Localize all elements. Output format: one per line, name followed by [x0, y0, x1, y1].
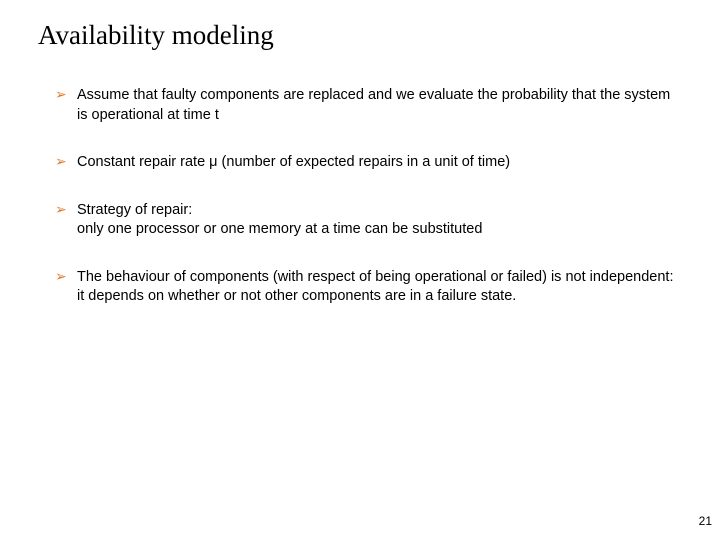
list-item: ➢ The behaviour of components (with resp… — [55, 268, 680, 307]
slide-title: Availability modeling — [38, 20, 274, 51]
bullet-text: Assume that faulty components are replac… — [77, 87, 670, 123]
bullet-text: The behaviour of components (with respec… — [77, 269, 673, 305]
list-item: ➢ Assume that faulty components are repl… — [55, 86, 680, 125]
chevron-right-icon: ➢ — [55, 87, 67, 101]
chevron-right-icon: ➢ — [55, 154, 67, 168]
list-item: ➢ Strategy of repair: only one processor… — [55, 201, 680, 240]
chevron-right-icon: ➢ — [55, 202, 67, 216]
page-number: 21 — [699, 514, 712, 528]
slide: Availability modeling ➢ Assume that faul… — [0, 0, 720, 540]
bullet-list: ➢ Assume that faulty components are repl… — [55, 86, 680, 335]
bullet-text: Constant repair rate μ (number of expect… — [77, 154, 510, 170]
bullet-text: Strategy of repair: only one processor o… — [77, 202, 482, 238]
list-item: ➢ Constant repair rate μ (number of expe… — [55, 153, 680, 173]
chevron-right-icon: ➢ — [55, 269, 67, 283]
